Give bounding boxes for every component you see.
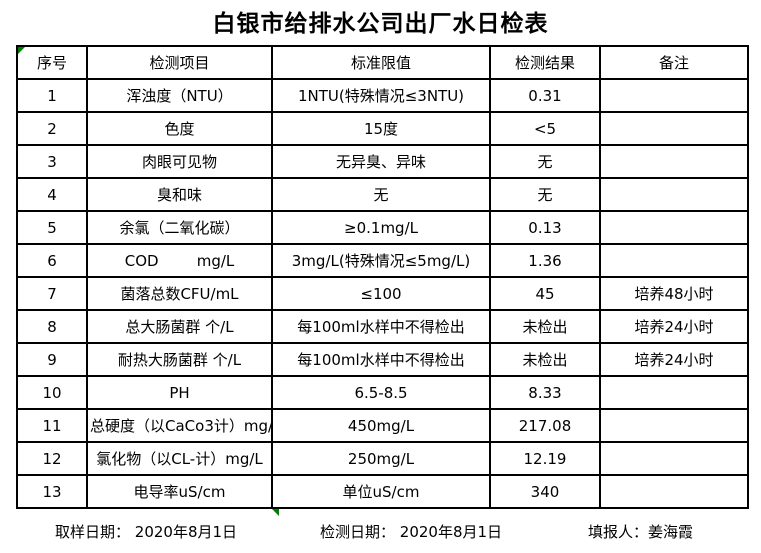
sample-date-value: 2020年8月1日 [134,523,238,541]
cell-item: 色度 [86,111,273,146]
cell-limit: 3mg/L(特殊情况≤5mg/L) [271,243,491,278]
cell-limit: ≤100 [271,276,491,311]
cell-result: 8.33 [489,375,601,410]
header-row: 序号 检测项目 标准限值 检测结果 备注 [16,45,749,80]
cell-no: 13 [16,474,88,509]
cell-remark [599,375,749,410]
cell-no: 3 [16,144,88,179]
cell-item: 菌落总数CFU/mL [86,276,273,311]
cell-limit: 6.5-8.5 [271,375,491,410]
cell-item: 臭和味 [86,177,273,212]
reporter-value: 姜海霞 [648,523,694,541]
cell-result: 无 [489,144,601,179]
col-header-item: 检测项目 [86,45,273,80]
cell-no: 12 [16,441,88,476]
table-row: 1 浑浊度（NTU） 1NTU(特殊情况≤3NTU) 0.31 [16,78,749,113]
cell-limit: 每100ml水样中不得检出 [271,309,491,344]
cell-limit: 无 [271,177,491,212]
cell-result: 未检出 [489,342,601,377]
table-row: 10 PH 6.5-8.5 8.33 [16,375,749,410]
test-date: 检测日期： 2020年8月1日 [320,521,502,542]
cell-result: 无 [489,177,601,212]
cell-no: 5 [16,210,88,245]
cell-limit: 无异臭、异味 [271,144,491,179]
inspection-table-grid: 序号 检测项目 标准限值 检测结果 备注 1 浑浊度（NTU） 1NTU(特殊情… [16,45,749,509]
cell-result: 1.36 [489,243,601,278]
cell-remark: 培养24小时 [599,309,749,344]
cell-remark [599,111,749,146]
sample-date-label: 取样日期： [55,523,135,541]
cell-remark [599,408,749,443]
cell-item: COD mg/L [86,243,273,278]
cell-result: 45 [489,276,601,311]
table-row: 9 耐热大肠菌群 个/L 每100ml水样中不得检出 未检出 培养24小时 [16,342,749,377]
excel-fill-handle-icon [272,509,279,516]
excel-error-marker-icon [18,47,25,54]
cell-remark [599,210,749,245]
inspection-table: 序号 检测项目 标准限值 检测结果 备注 1 浑浊度（NTU） 1NTU(特殊情… [16,45,749,516]
cell-limit: 每100ml水样中不得检出 [271,342,491,377]
cell-result: 0.13 [489,210,601,245]
page-title: 白银市给排水公司出厂水日检表 [212,11,549,37]
cell-item: 氯化物（以CL-计）mg/L [86,441,273,476]
cell-result: 12.19 [489,441,601,476]
table-row: 4 臭和味 无 无 [16,177,749,212]
table-row: 12 氯化物（以CL-计）mg/L 250mg/L 12.19 [16,441,749,476]
cell-remark [599,78,749,113]
table-row: 13 电导率uS/cm 单位uS/cm 340 [16,474,749,509]
cell-remark: 培养48小时 [599,276,749,311]
cell-no: 2 [16,111,88,146]
cell-result: 未检出 [489,309,601,344]
cell-result: 217.08 [489,408,601,443]
test-date-label: 检测日期： [320,523,400,541]
cell-remark [599,441,749,476]
cell-limit: 1NTU(特殊情况≤3NTU) [271,78,491,113]
cell-item: 耐热大肠菌群 个/L [86,342,273,377]
table-row: 2 色度 15度 <5 [16,111,749,146]
cell-no: 9 [16,342,88,377]
table-row: 7 菌落总数CFU/mL ≤100 45 培养48小时 [16,276,749,311]
cell-no: 6 [16,243,88,278]
cell-limit: 单位uS/cm [271,474,491,509]
col-header-result: 检测结果 [489,45,601,80]
test-date-value: 2020年8月1日 [399,523,503,541]
cell-remark [599,474,749,509]
cell-no: 1 [16,78,88,113]
cell-item: PH [86,375,273,410]
col-header-limit: 标准限值 [271,45,491,80]
cell-limit: 15度 [271,111,491,146]
table-row: 8 总大肠菌群 个/L 每100ml水样中不得检出 未检出 培养24小时 [16,309,749,344]
cell-no: 4 [16,177,88,212]
reporter: 填报人：姜海霞 [588,521,693,542]
cell-item: 肉眼可见物 [86,144,273,179]
col-header-no: 序号 [16,45,88,80]
sample-date: 取样日期： 2020年8月1日 [55,521,237,542]
cell-no: 11 [16,408,88,443]
table-row: 3 肉眼可见物 无异臭、异味 无 [16,144,749,179]
table-row: 11 总硬度（以CaCo3计）mg/L 450mg/L 217.08 [16,408,749,443]
reporter-label: 填报人： [588,523,649,541]
cell-limit: 450mg/L [271,408,491,443]
cell-limit: ≥0.1mg/L [271,210,491,245]
cell-no: 7 [16,276,88,311]
cell-no: 8 [16,309,88,344]
cell-no: 10 [16,375,88,410]
cell-limit: 250mg/L [271,441,491,476]
cell-item: 浑浊度（NTU） [86,78,273,113]
cell-item: 电导率uS/cm [86,474,273,509]
cell-remark [599,243,749,278]
table-row: 6 COD mg/L 3mg/L(特殊情况≤5mg/L) 1.36 [16,243,749,278]
table-row: 5 余氯（二氧化碳） ≥0.1mg/L 0.13 [16,210,749,245]
cell-result: 340 [489,474,601,509]
cell-remark [599,144,749,179]
cell-item: 总大肠菌群 个/L [86,309,273,344]
cell-remark: 培养24小时 [599,342,749,377]
col-header-remark: 备注 [599,45,749,80]
cell-result: <5 [489,111,601,146]
cell-item: 余氯（二氧化碳） [86,210,273,245]
cell-item: 总硬度（以CaCo3计）mg/L [86,408,273,443]
cell-remark [599,177,749,212]
cell-result: 0.31 [489,78,601,113]
